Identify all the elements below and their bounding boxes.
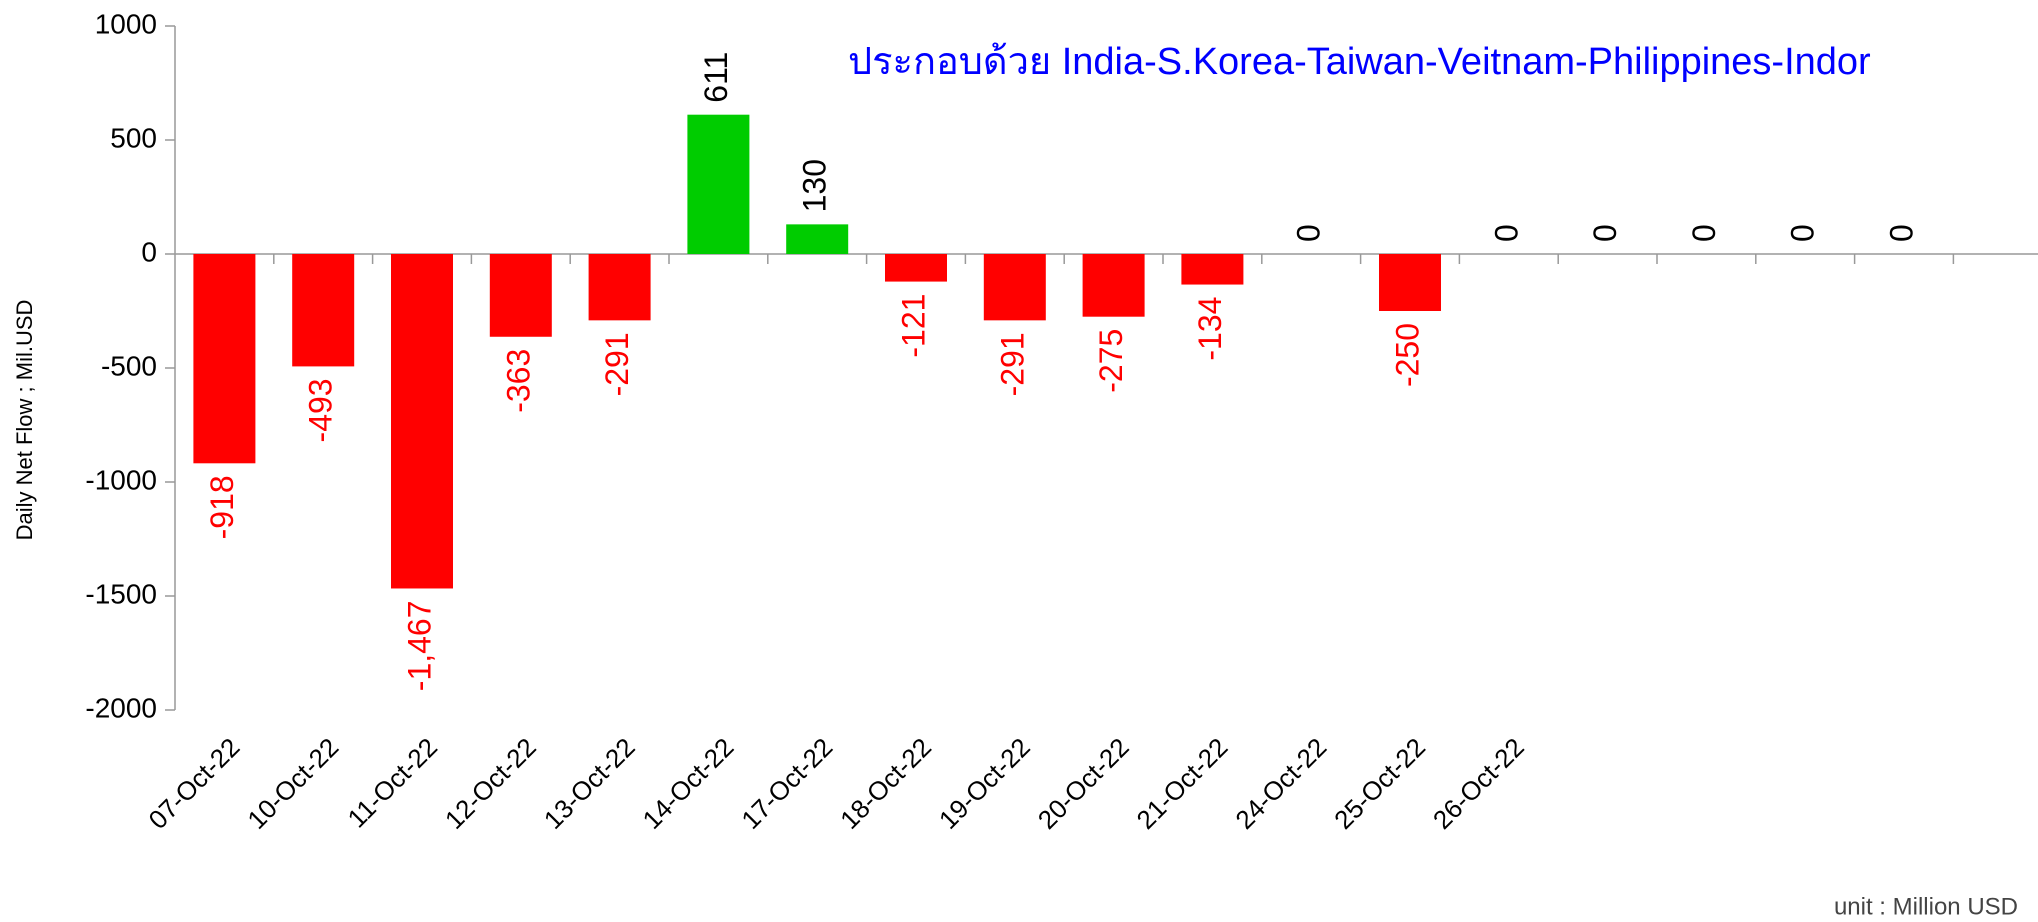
bar (193, 254, 256, 464)
data-label: 0 (1686, 224, 1722, 242)
x-tick-label: 20-Oct-22 (1032, 732, 1135, 835)
x-tick-label: 19-Oct-22 (933, 732, 1036, 835)
bar (489, 254, 552, 337)
y-tick-label: -2000 (85, 692, 157, 723)
x-tick-label: 11-Oct-22 (342, 732, 444, 834)
data-label: -291 (994, 332, 1030, 396)
x-tick-label: 18-Oct-22 (834, 732, 937, 835)
bar (885, 254, 947, 282)
bar (292, 254, 355, 367)
bar (687, 114, 750, 254)
data-label: -134 (1192, 297, 1228, 361)
data-label: 611 (698, 52, 734, 103)
data-label: -291 (599, 332, 635, 396)
y-tick-label: -500 (101, 350, 157, 381)
x-tick-label: 13-Oct-22 (538, 732, 641, 835)
data-label: -363 (500, 349, 536, 413)
data-label: 0 (1785, 224, 1821, 242)
x-tick-label: 26-Oct-22 (1427, 732, 1530, 835)
chart-subtitle: ประกอบด้วย India-S.Korea-Taiwan-Veitnam-… (848, 41, 1871, 83)
y-tick-label: 500 (110, 122, 157, 153)
bar (983, 254, 1046, 321)
bar (1181, 254, 1244, 285)
bar (1082, 254, 1145, 317)
annotation: unit : Million USD (1834, 893, 2018, 920)
bar (391, 254, 453, 589)
data-label: -121 (895, 294, 931, 358)
data-label: 130 (797, 159, 833, 212)
data-label: -493 (303, 378, 339, 442)
y-tick-label: -1500 (85, 578, 157, 609)
bar (1379, 254, 1441, 311)
data-label: -250 (1389, 323, 1425, 387)
x-tick-label: 17-Oct-22 (735, 732, 838, 835)
y-axis-label: Daily Net Flow ; Mil.USD (12, 300, 37, 541)
data-label: -918 (204, 475, 240, 539)
data-label: 0 (1291, 224, 1327, 242)
x-tick-label: 25-Oct-22 (1328, 732, 1431, 835)
bar (786, 224, 849, 254)
y-tick-label: 0 (141, 236, 157, 267)
data-label: -275 (1093, 329, 1129, 393)
x-tick-label: 24-Oct-22 (1229, 732, 1332, 835)
data-label: 0 (1587, 224, 1623, 242)
x-tick-label: 10-Oct-22 (241, 732, 344, 835)
data-label: 0 (1488, 224, 1524, 242)
y-tick-label: -1000 (85, 464, 157, 495)
data-label: 0 (1883, 224, 1919, 242)
x-tick-label: 12-Oct-22 (439, 732, 542, 835)
y-tick-label: 1000 (95, 8, 157, 39)
data-label: -1,467 (401, 600, 437, 691)
bar (588, 254, 651, 321)
x-tick-label: 14-Oct-22 (637, 732, 740, 835)
x-tick-label: 07-Oct-22 (143, 732, 246, 835)
x-tick-label: 21-Oct-22 (1131, 732, 1234, 835)
